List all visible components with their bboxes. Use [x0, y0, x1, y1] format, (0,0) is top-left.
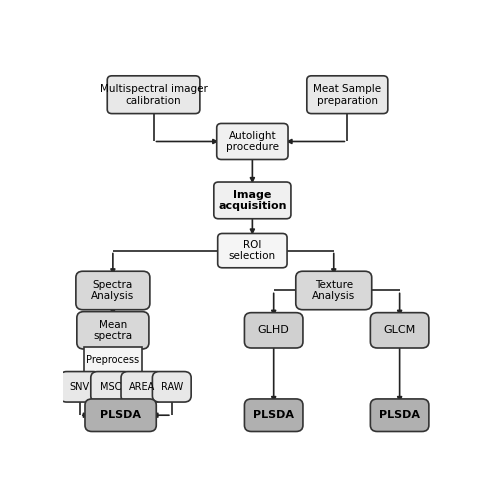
FancyBboxPatch shape: [91, 372, 131, 402]
FancyBboxPatch shape: [76, 271, 150, 310]
Text: GLCM: GLCM: [384, 325, 416, 335]
Text: Autolight
procedure: Autolight procedure: [226, 131, 279, 152]
FancyBboxPatch shape: [108, 76, 200, 114]
FancyBboxPatch shape: [214, 182, 291, 219]
Text: PLSDA: PLSDA: [253, 410, 294, 420]
Text: GLHD: GLHD: [258, 325, 290, 335]
FancyBboxPatch shape: [60, 372, 100, 402]
FancyBboxPatch shape: [152, 372, 191, 402]
Text: Preprocess: Preprocess: [86, 355, 140, 365]
Text: Spectra
Analysis: Spectra Analysis: [91, 279, 134, 301]
Text: ROI
selection: ROI selection: [229, 240, 276, 261]
Text: AREA: AREA: [129, 382, 155, 392]
FancyBboxPatch shape: [218, 233, 287, 268]
Text: PLSDA: PLSDA: [379, 410, 420, 420]
FancyBboxPatch shape: [121, 372, 163, 402]
FancyBboxPatch shape: [216, 123, 288, 159]
FancyBboxPatch shape: [85, 399, 156, 432]
Text: Multispectral imager
calibration: Multispectral imager calibration: [100, 84, 208, 105]
Text: SNV: SNV: [70, 382, 90, 392]
FancyBboxPatch shape: [244, 312, 303, 348]
Text: Meat Sample
preparation: Meat Sample preparation: [313, 84, 382, 105]
FancyBboxPatch shape: [84, 347, 142, 372]
FancyBboxPatch shape: [370, 312, 429, 348]
Text: RAW: RAW: [160, 382, 183, 392]
FancyBboxPatch shape: [370, 399, 429, 432]
Text: Image
acquisition: Image acquisition: [218, 190, 286, 211]
FancyBboxPatch shape: [307, 76, 388, 114]
Text: Mean
spectra: Mean spectra: [94, 319, 132, 341]
FancyBboxPatch shape: [77, 312, 149, 349]
Text: MSC: MSC: [100, 382, 122, 392]
FancyBboxPatch shape: [296, 271, 372, 310]
Text: Texture
Analysis: Texture Analysis: [312, 279, 356, 301]
Text: PLSDA: PLSDA: [100, 410, 141, 420]
FancyBboxPatch shape: [244, 399, 303, 432]
